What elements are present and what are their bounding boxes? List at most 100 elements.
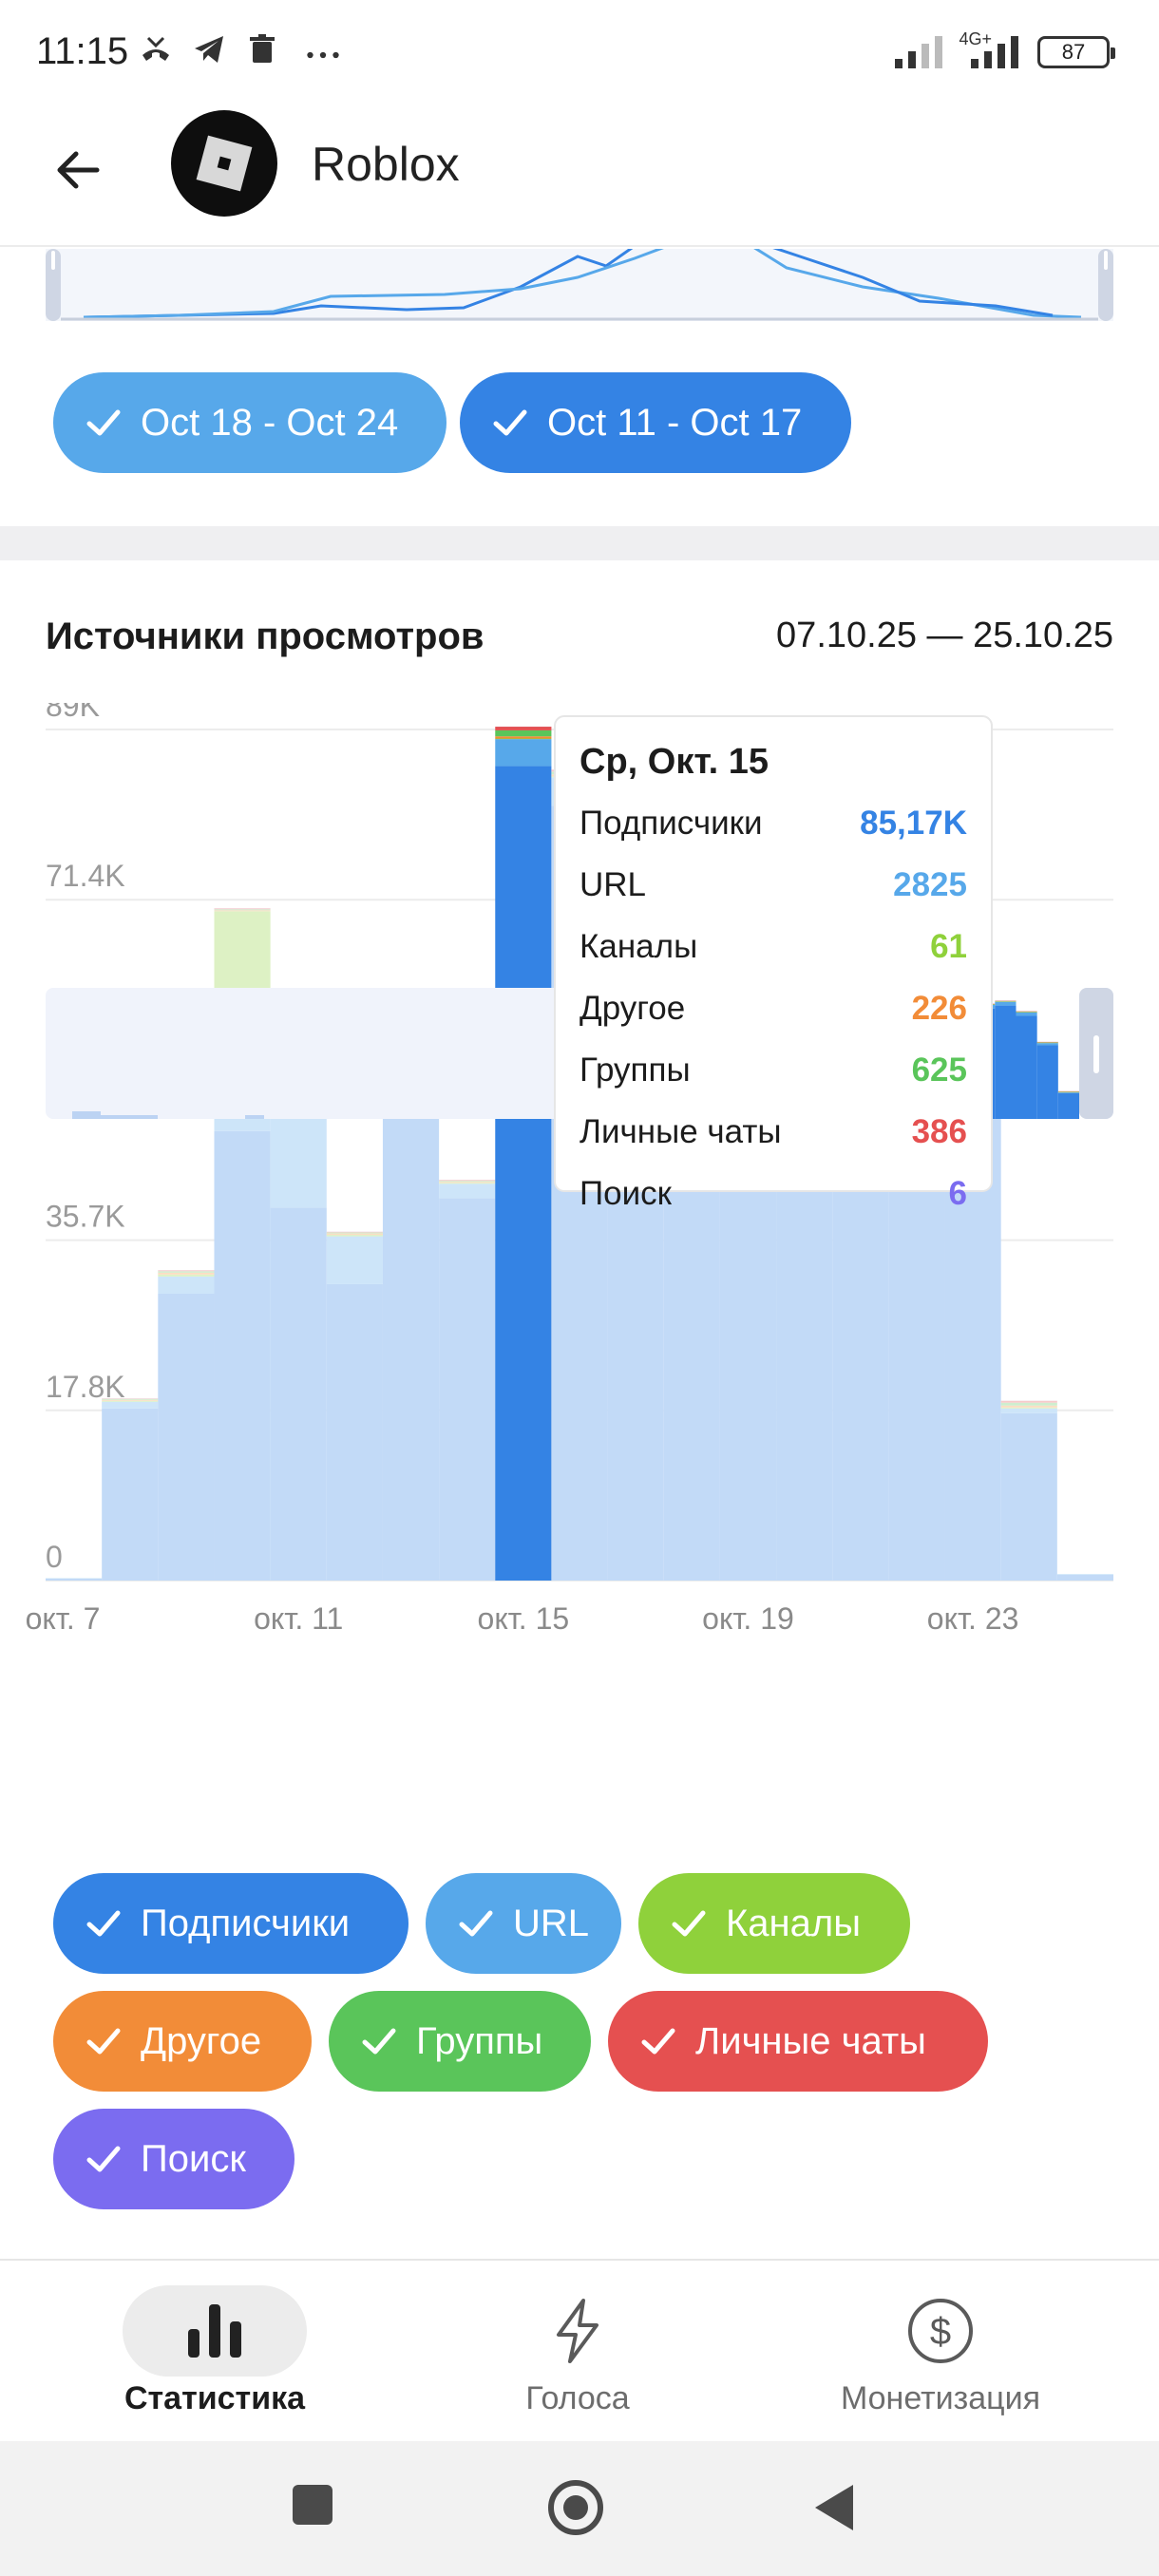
- navigator-bar: [245, 1115, 264, 1119]
- navigator-bar: [995, 1005, 1016, 1119]
- signal-icon-2: [971, 36, 1018, 68]
- recent-apps-icon[interactable]: [291, 2483, 334, 2527]
- check-icon: [86, 1910, 121, 1937]
- chart-bar: [1000, 1407, 1057, 1409]
- legend-chip[interactable]: Каналы: [638, 1873, 910, 1974]
- chart-bar: [439, 1180, 496, 1182]
- nav-label: Статистика: [124, 2380, 306, 2416]
- chart-bar: [102, 1408, 159, 1581]
- chart-bar: [326, 1232, 383, 1234]
- chart-bar: [326, 1235, 383, 1237]
- tooltip-row-label: Поиск: [580, 1175, 673, 1212]
- nav-label: Голоса: [525, 2380, 630, 2416]
- x-tick-label: окт. 11: [254, 1601, 343, 1636]
- status-bar: 11:15 4G+ 87: [0, 0, 1159, 104]
- chart-bar: [46, 1578, 103, 1579]
- svg-text:$: $: [930, 2311, 951, 2353]
- chart-bar: [439, 1182, 496, 1184]
- chart-bar: [439, 1181, 496, 1183]
- channel-title: Roblox: [312, 138, 460, 191]
- tooltip-row-label: Личные чаты: [580, 1113, 782, 1150]
- check-icon: [672, 1910, 706, 1937]
- lightning-icon: [557, 2299, 598, 2363]
- app-header: Roblox: [0, 104, 1159, 247]
- chart-bar: [1056, 1574, 1113, 1581]
- legend-chip[interactable]: Подписчики: [53, 1873, 408, 1974]
- legend-chip-label: Каналы: [726, 1903, 861, 1944]
- chart-bar: [326, 1233, 383, 1236]
- chart-bar: [158, 1276, 215, 1294]
- check-icon: [641, 2028, 675, 2055]
- chart-bar: [46, 1578, 103, 1581]
- legend-chip-label: Поиск: [141, 2138, 246, 2180]
- home-icon[interactable]: [547, 2479, 604, 2536]
- navigator-bar: [1016, 1015, 1037, 1119]
- nav-tab-monetization[interactable]: $ Монетизация: [798, 2261, 1083, 2443]
- chart-bar: [326, 1236, 383, 1284]
- tooltip-row-value: 226: [912, 990, 967, 1027]
- y-tick-label: 17.8K: [46, 1370, 125, 1404]
- chart-bar: [214, 910, 271, 912]
- chart-bar: [270, 1207, 327, 1581]
- chart-bar: [495, 727, 552, 730]
- chart-bar: [1000, 1405, 1057, 1408]
- chart-bar: [102, 1401, 159, 1409]
- missed-call-icon: [142, 36, 169, 61]
- chart-bar: [326, 1231, 383, 1233]
- signal-icon-1: [895, 36, 942, 68]
- chart-bar: [158, 1270, 215, 1272]
- y-tick-label: 71.4K: [46, 859, 125, 893]
- chart-bar: [102, 1399, 159, 1401]
- x-tick-label: окт. 19: [702, 1601, 794, 1636]
- nav-label: Монетизация: [840, 2380, 1041, 2416]
- check-icon: [86, 2146, 121, 2172]
- legend-chip[interactable]: Личные чаты: [608, 1991, 988, 2092]
- legend-chip[interactable]: Другое: [53, 1991, 312, 2092]
- series-line-oct11-tail: [772, 249, 1054, 317]
- check-icon: [459, 1910, 493, 1937]
- navigator-bar: [1057, 1092, 1079, 1093]
- legend-chip[interactable]: Поиск: [53, 2109, 294, 2209]
- chart-bar: [495, 736, 552, 739]
- nav-tab-statistics[interactable]: Статистика: [72, 2261, 357, 2443]
- chart-bar: [158, 1274, 215, 1277]
- chart-bar: [439, 1183, 496, 1184]
- chart-bar: [1000, 1402, 1057, 1406]
- check-icon: [86, 409, 121, 436]
- navigator-bar: [72, 1111, 101, 1119]
- x-tick-label: окт. 7: [26, 1601, 101, 1636]
- back-arrow-icon[interactable]: [48, 139, 110, 201]
- chart-bar: [158, 1271, 215, 1273]
- navigator-bar: [1057, 1092, 1079, 1119]
- channel-avatar[interactable]: [171, 110, 277, 217]
- legend-chip[interactable]: Группы: [329, 1991, 591, 2092]
- tooltip-row-label: URL: [580, 866, 646, 903]
- chart-bar: [495, 766, 552, 1581]
- chip-range-oct11[interactable]: Oct 11 - Oct 17: [460, 372, 851, 473]
- check-icon: [362, 2028, 396, 2055]
- tooltip-row-value: 61: [930, 928, 967, 965]
- chart-bar: [102, 1398, 159, 1400]
- chart-bar: [214, 909, 271, 911]
- status-time: 11:15: [36, 30, 129, 72]
- chip-label: Oct 18 - Oct 24: [141, 402, 399, 444]
- legend-chip-label: Другое: [141, 2020, 262, 2062]
- tooltip-row-label: Группы: [580, 1051, 691, 1089]
- chip-label: Oct 11 - Oct 17: [547, 402, 803, 444]
- back-triangle-icon[interactable]: [811, 2483, 857, 2532]
- chart-bar: [1000, 1400, 1057, 1403]
- chart-tooltip: Ср, Окт. 15 Подписчики 85,17K URL 2825 Каналы…: [554, 715, 993, 1212]
- x-tick-label: окт. 15: [478, 1601, 570, 1636]
- check-icon: [86, 2028, 121, 2055]
- tooltip-row-value: 6: [949, 1175, 967, 1212]
- y-tick-label: 0: [46, 1540, 63, 1574]
- chip-range-oct18[interactable]: Oct 18 - Oct 24: [53, 372, 446, 473]
- legend-chip[interactable]: URL: [426, 1873, 621, 1974]
- chart-bar: [1056, 1574, 1113, 1575]
- top-chart-preview[interactable]: [46, 249, 1113, 321]
- chart-bar: [214, 1130, 271, 1581]
- roblox-logo-icon: [196, 135, 253, 192]
- nav-tab-votes[interactable]: Голоса: [435, 2261, 720, 2443]
- chart-bar: [495, 738, 552, 740]
